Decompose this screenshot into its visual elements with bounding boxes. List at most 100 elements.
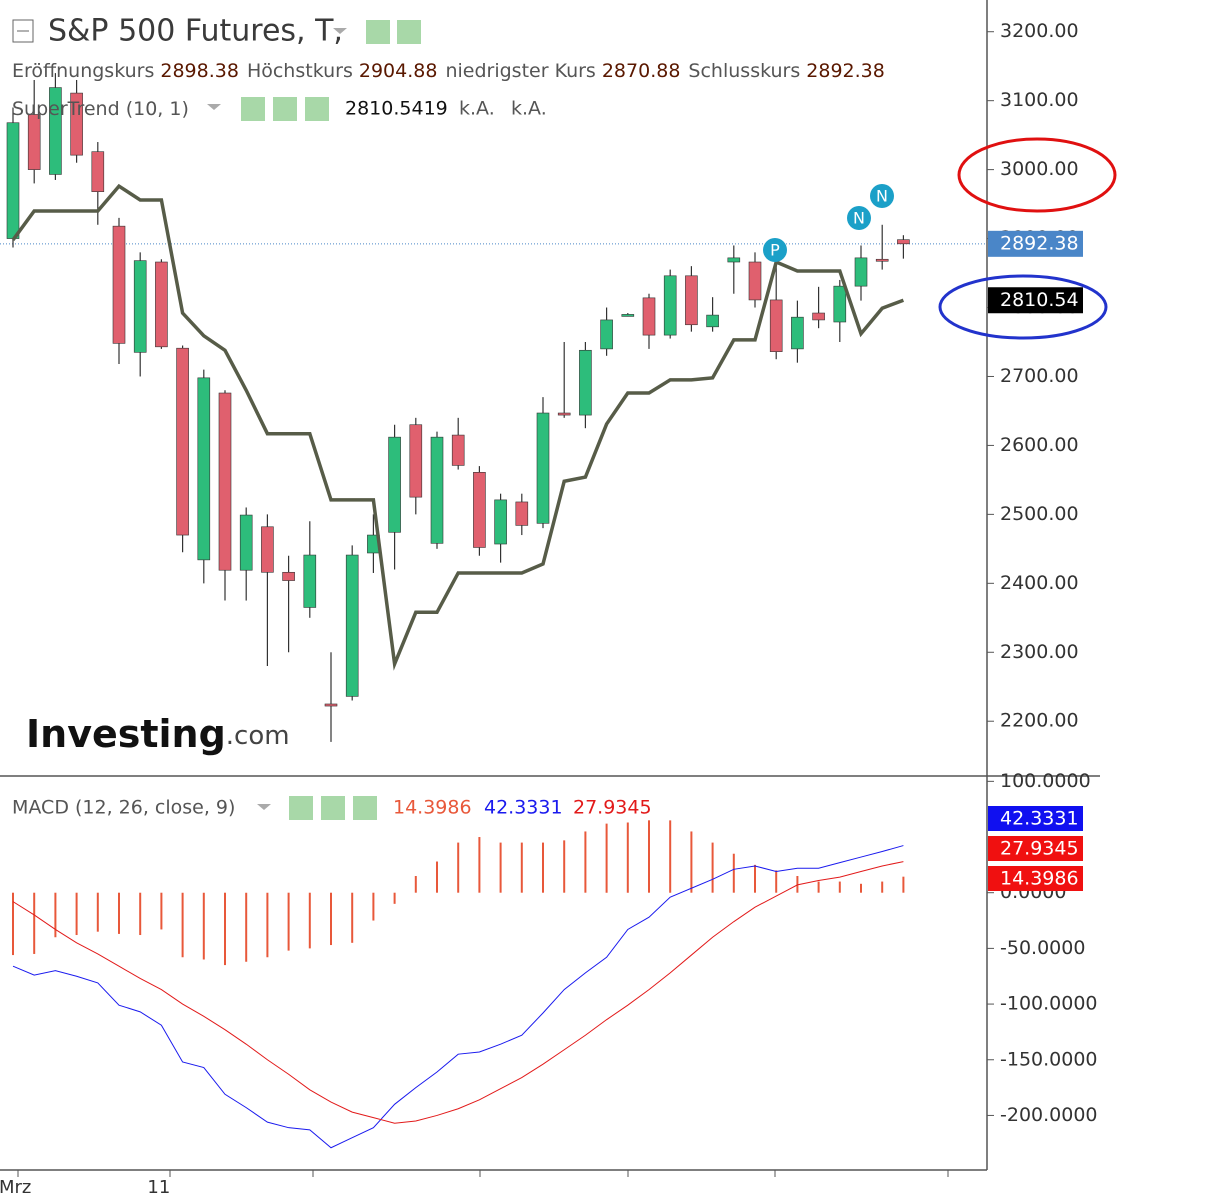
macd-legend-value: 27.9345 xyxy=(573,797,652,819)
signal-marker-label: N xyxy=(876,187,888,206)
y-tick-label: 3100.00 xyxy=(1000,89,1079,111)
candle-body xyxy=(6,122,20,239)
settings-icon[interactable] xyxy=(273,97,297,121)
candle-body xyxy=(515,501,529,526)
candle-body xyxy=(769,299,783,352)
info-value: 2898.38 xyxy=(160,60,239,82)
macd-axis-box xyxy=(988,836,1083,861)
signal-line xyxy=(12,861,904,1124)
info-label: Höchstkurs xyxy=(247,60,353,82)
signal-marker-label: N xyxy=(853,209,865,228)
indicator-axis-label: 2810.54 xyxy=(1000,289,1079,311)
indicator-info: SuperTrend (10, 1) xyxy=(12,98,189,120)
settings-icon[interactable] xyxy=(321,796,345,820)
close-icon[interactable] xyxy=(353,796,377,820)
y-tick-label: 2700.00 xyxy=(1000,365,1079,387)
candle-body xyxy=(727,257,741,263)
candle-body xyxy=(409,424,423,498)
y-tick-label: 3200.00 xyxy=(1000,20,1079,42)
candle-body xyxy=(155,261,168,348)
candle-body xyxy=(91,151,105,192)
y-tick-label: 2500.00 xyxy=(1000,503,1079,525)
y-tick-label: 100.0000 xyxy=(1000,770,1091,792)
dropdown[interactable] xyxy=(257,804,271,810)
candle-body xyxy=(875,258,889,262)
info-value: 2892.38 xyxy=(806,60,885,82)
x-tick-label: Mrz xyxy=(0,1177,31,1194)
candle-body xyxy=(261,526,274,573)
candle-body xyxy=(579,349,592,416)
dropdown[interactable] xyxy=(207,104,221,110)
info-label: niedrigster Kurs xyxy=(445,60,595,82)
candle-body xyxy=(112,225,126,344)
indicator-value: 2810.5419 xyxy=(345,98,448,120)
candle-body xyxy=(70,92,83,156)
macd-legend-value: 14.3986 xyxy=(393,797,472,819)
candle-body xyxy=(282,571,295,581)
macd-axis-label: 42.3331 xyxy=(1000,808,1079,830)
candle-body xyxy=(324,703,338,707)
macd-axis-label: 27.9345 xyxy=(1000,838,1079,860)
y-tick-label: -50.0000 xyxy=(1000,937,1085,959)
last-price-box xyxy=(988,230,1083,257)
macd-axis-label: 14.3986 xyxy=(1000,868,1079,890)
y-tick-label: 2600.00 xyxy=(1000,434,1079,456)
info-value: 2904.88 xyxy=(359,60,438,82)
y-tick-label: -100.0000 xyxy=(1000,993,1098,1015)
candle-body xyxy=(557,412,571,416)
candle-body xyxy=(133,260,147,353)
candle-body xyxy=(176,347,189,536)
macd-legend-value: 42.3331 xyxy=(484,797,563,819)
candle-body xyxy=(812,312,825,321)
eye-icon[interactable] xyxy=(289,796,313,820)
signal-marker xyxy=(763,238,787,262)
signal-marker-label: P xyxy=(770,241,780,260)
candle-body xyxy=(303,554,317,608)
signal-marker xyxy=(847,206,871,230)
candle-body xyxy=(473,472,486,548)
macd-title: MACD (12, 26, close, 9) xyxy=(12,797,235,819)
ohlc-info: Eröffnungskurs 2898.38 Höchstkurs 2904.88 ni… xyxy=(12,60,885,82)
y-tick-label: 2300.00 xyxy=(1000,641,1079,663)
frame xyxy=(0,0,1100,1171)
logo-suffix: .com xyxy=(226,721,290,751)
candle-body xyxy=(197,377,211,561)
candle-body xyxy=(663,275,677,336)
title: S&P 500 Futures, T, xyxy=(48,14,343,49)
settings-icon[interactable] xyxy=(397,20,421,44)
candle-body xyxy=(430,436,444,544)
candle-body xyxy=(685,275,698,326)
dropdown[interactable] xyxy=(333,28,347,34)
eye-icon[interactable] xyxy=(241,97,265,121)
logo: Investing.com xyxy=(26,712,290,756)
y-tick-label: 2400.00 xyxy=(1000,572,1079,594)
y-tick-label: -200.0000 xyxy=(1000,1104,1098,1126)
candle-body xyxy=(345,554,359,697)
candle-body xyxy=(833,285,847,323)
candle-body xyxy=(791,316,804,350)
blue-annotation xyxy=(938,274,1108,340)
macd-axis-box xyxy=(988,806,1083,831)
red-annotation xyxy=(957,137,1117,213)
candle-body xyxy=(218,392,232,571)
candle-body xyxy=(706,314,719,328)
candle-body xyxy=(239,514,253,571)
indicator-name: SuperTrend (10, 1) xyxy=(12,98,189,120)
macd-line xyxy=(12,845,904,1149)
candle-body xyxy=(621,314,635,317)
candle-body xyxy=(388,436,401,533)
collapse-button[interactable] xyxy=(12,19,34,43)
header: S&P 500 Futures, T, Eröffnungskurs 2898.3… xyxy=(12,14,885,820)
x-axis-ticks xyxy=(17,1170,949,1177)
macd-axis-box xyxy=(988,866,1083,891)
indicator-extra: k.A. xyxy=(459,98,495,120)
x-tick-label: 11 xyxy=(147,1177,170,1194)
close-icon[interactable] xyxy=(305,97,329,121)
y-tick-label: 3000.00 xyxy=(1000,158,1079,180)
candle-body xyxy=(642,297,656,336)
info-label: Schlusskurs xyxy=(688,60,800,82)
eye-icon[interactable] xyxy=(366,20,390,44)
candle-body xyxy=(49,87,62,175)
indicator-extra: k.A. xyxy=(511,98,547,120)
